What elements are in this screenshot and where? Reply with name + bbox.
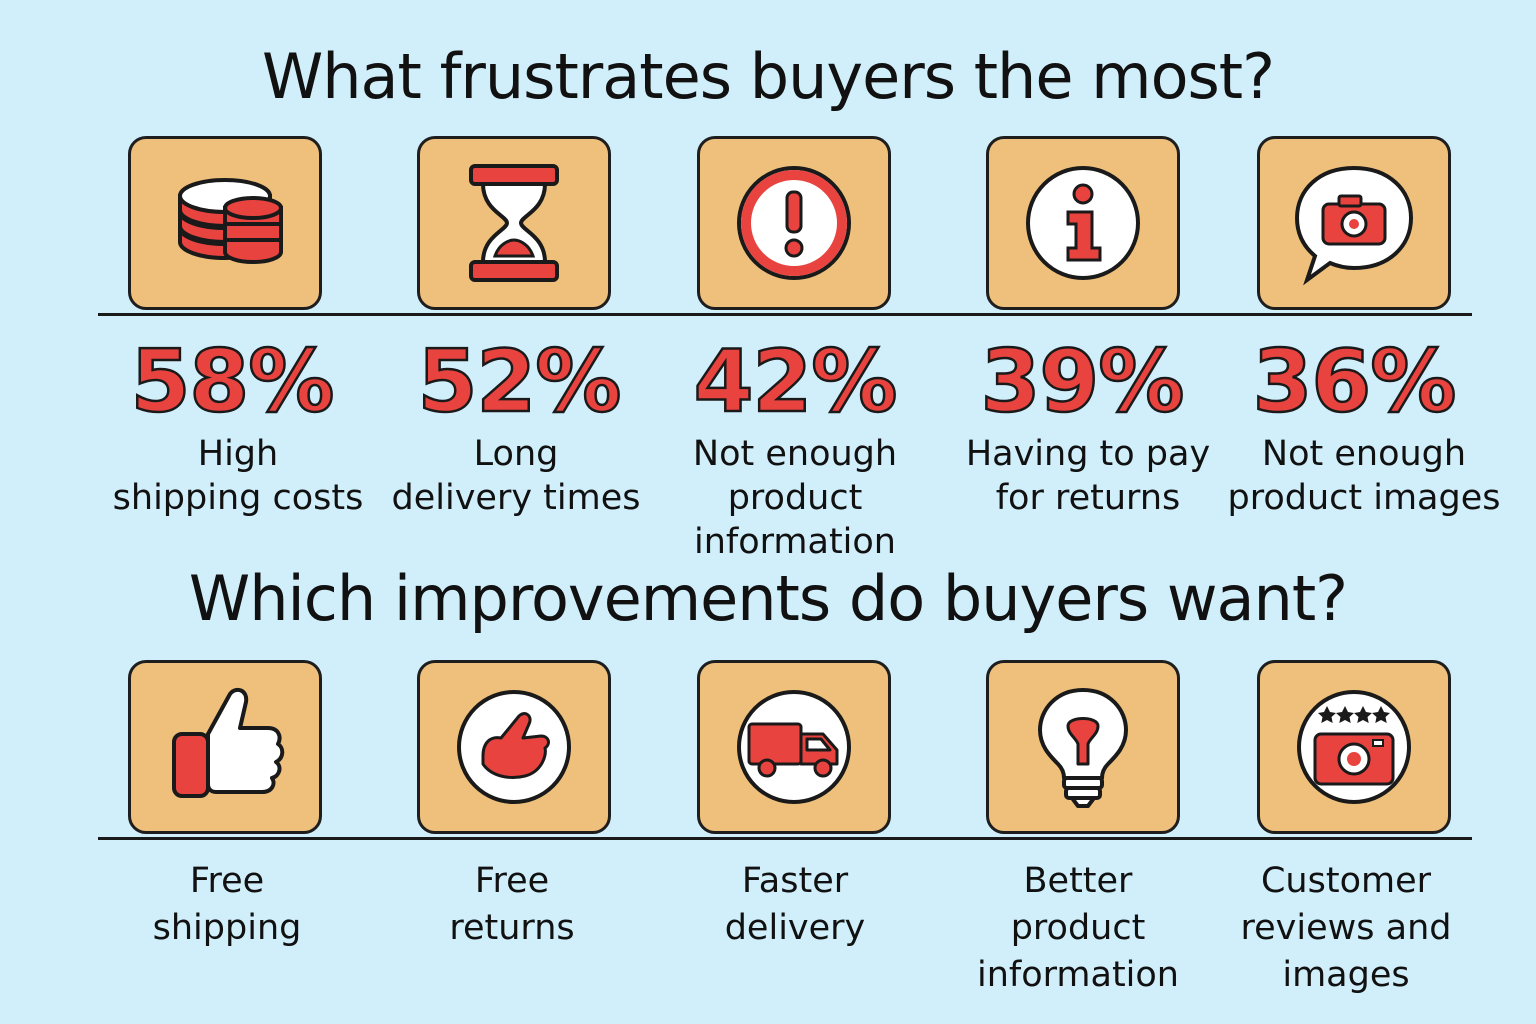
label-line: High xyxy=(197,434,279,474)
label-line: Faster xyxy=(741,861,849,901)
percent-product-images: 36% xyxy=(1251,331,1457,434)
label-shipping-costs: High shipping costs xyxy=(68,432,408,520)
tile-better-information xyxy=(986,660,1180,834)
tile-paying-returns xyxy=(986,136,1180,310)
thumbs-up-icon xyxy=(172,687,285,798)
label-line: Customer xyxy=(1260,861,1431,901)
percent-product-information: 42% xyxy=(692,331,898,434)
light-bulb-icon xyxy=(1038,688,1128,808)
tile-product-images xyxy=(1257,136,1451,310)
label-free-returns: Free returns xyxy=(342,858,682,952)
label-line: information xyxy=(976,955,1179,995)
percent-paying-returns: 39% xyxy=(979,331,1185,434)
label-line: Better xyxy=(1023,861,1133,901)
label-line: images xyxy=(1282,955,1410,995)
label-line: Not enough xyxy=(1261,434,1467,474)
label-paying-returns: Having to pay for returns xyxy=(918,432,1258,520)
label-line: Free xyxy=(189,861,265,901)
camera-speech-bubble-icon xyxy=(1294,165,1414,286)
label-product-images: Not enough product images xyxy=(1194,432,1534,520)
label-delivery-times: Long delivery times xyxy=(346,432,686,520)
rating-stars-icon xyxy=(1318,706,1390,723)
tile-delivery-times xyxy=(417,136,611,310)
improvements-title: Which improvements do buyers want? xyxy=(188,562,1348,635)
thumbs-up-circle-icon xyxy=(457,690,571,804)
label-line: Long xyxy=(473,434,559,474)
tile-product-information xyxy=(697,136,891,310)
label-line: Not enough xyxy=(692,434,898,474)
divider-line xyxy=(98,837,1472,840)
tile-free-shipping xyxy=(128,660,322,834)
label-line: Having to pay xyxy=(965,434,1211,474)
percent-shipping-costs: 58% xyxy=(129,331,335,434)
label-free-shipping: Free shipping xyxy=(57,858,397,952)
hourglass-icon xyxy=(469,164,559,282)
exclamation-icon xyxy=(737,166,851,280)
label-line: product information xyxy=(693,478,896,562)
info-icon xyxy=(1026,166,1140,280)
divider-line xyxy=(98,313,1472,316)
label-line: Free xyxy=(474,861,550,901)
label-line: returns xyxy=(449,908,575,948)
label-line: reviews and xyxy=(1240,908,1452,948)
frustrations-title: What frustrates buyers the most? xyxy=(261,40,1275,113)
tile-free-returns xyxy=(417,660,611,834)
label-line: for returns xyxy=(995,478,1181,518)
label-line: delivery times xyxy=(391,478,641,518)
tile-faster-delivery xyxy=(697,660,891,834)
label-line: shipping xyxy=(152,908,302,948)
tile-reviews-images xyxy=(1257,660,1451,834)
percent-delivery-times: 52% xyxy=(416,331,622,434)
label-line: product xyxy=(1010,908,1146,948)
label-line: shipping costs xyxy=(112,478,364,518)
label-better-information: Better product information xyxy=(908,858,1248,999)
label-line: product images xyxy=(1227,478,1501,518)
camera-rating-icon xyxy=(1297,690,1411,804)
tile-shipping-costs xyxy=(128,136,322,310)
label-product-information: Not enough product information xyxy=(625,432,965,564)
label-faster-delivery: Faster delivery xyxy=(625,858,965,952)
label-reviews-images: Customer reviews and images xyxy=(1176,858,1516,999)
label-line: delivery xyxy=(724,908,866,948)
delivery-truck-icon xyxy=(737,690,851,804)
coin-stack-icon xyxy=(178,178,283,264)
